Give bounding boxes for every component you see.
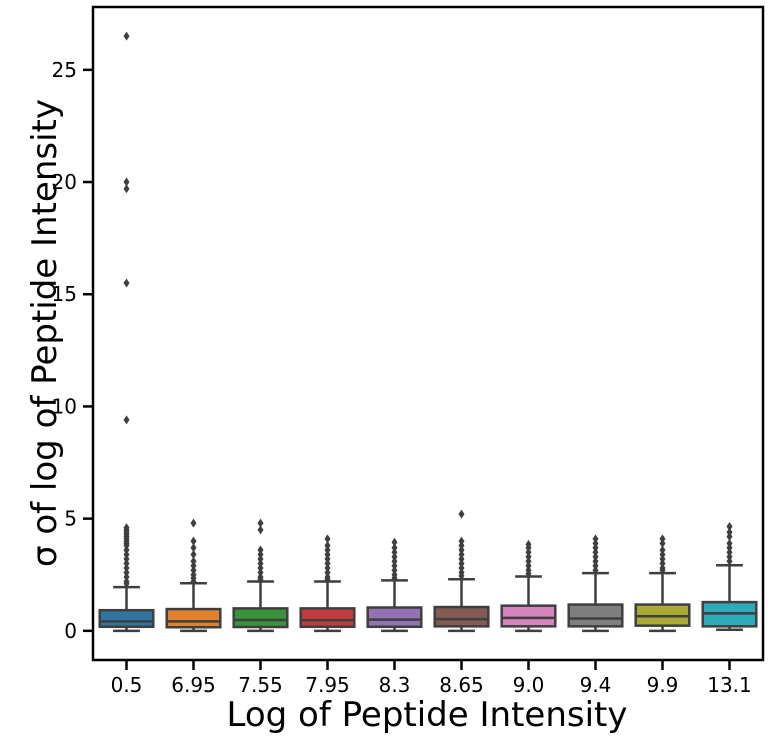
y-tick-label: 15 bbox=[52, 282, 77, 306]
outlier-point bbox=[190, 536, 197, 546]
x-axis-label: Log of Peptide Intensity bbox=[227, 695, 628, 735]
box bbox=[366, 606, 423, 629]
x-tick-label: 13.1 bbox=[707, 673, 752, 697]
y-tick-label: 20 bbox=[52, 170, 77, 194]
box-group-0.5 bbox=[98, 31, 155, 633]
x-tick-label: 9.4 bbox=[580, 673, 612, 697]
plot-marks bbox=[98, 31, 758, 633]
plot-area-frame bbox=[91, 5, 765, 662]
x-tick-label: 9.9 bbox=[647, 673, 679, 697]
box bbox=[433, 605, 490, 628]
box-group-7.95 bbox=[299, 534, 356, 633]
outlier-point bbox=[458, 571, 465, 581]
x-tick-label: 7.55 bbox=[238, 673, 283, 697]
box-group-9.9 bbox=[634, 534, 691, 633]
outlier-point bbox=[123, 184, 130, 194]
outlier-point bbox=[659, 538, 666, 548]
box bbox=[232, 607, 289, 629]
box bbox=[165, 607, 222, 629]
x-tick-label: 8.3 bbox=[379, 673, 411, 697]
outlier-point bbox=[190, 518, 197, 528]
x-tick-label: 0.5 bbox=[111, 673, 143, 697]
outlier-point bbox=[123, 579, 130, 589]
x-tick-label: 6.95 bbox=[171, 673, 216, 697]
outlier-point bbox=[123, 415, 130, 425]
outlier-point bbox=[726, 556, 733, 566]
y-tick-label: 5 bbox=[64, 507, 77, 531]
outlier-point bbox=[123, 177, 130, 187]
outlier-point bbox=[391, 537, 398, 547]
outlier-point bbox=[257, 518, 264, 528]
outlier-point bbox=[123, 278, 130, 288]
y-tick-label: 0 bbox=[64, 619, 77, 643]
outlier-point bbox=[659, 565, 666, 575]
outlier-point bbox=[726, 532, 733, 542]
box bbox=[567, 603, 624, 628]
y-axis-label: σ of log of Peptide Intensity bbox=[25, 99, 65, 567]
outlier-point bbox=[257, 525, 264, 535]
box bbox=[299, 607, 356, 629]
y-axis: 0 5 10 15 20 25 bbox=[52, 58, 93, 643]
outlier-point bbox=[726, 521, 733, 531]
x-axis: 0.5 6.95 7.55 7.95 8.3 8.65 9.0 9.4 9.9 13.1 bbox=[111, 660, 752, 697]
box bbox=[500, 604, 557, 628]
box-group-9.0 bbox=[500, 539, 557, 633]
y-tick-label: 25 bbox=[52, 58, 77, 82]
outlier-point bbox=[190, 543, 197, 553]
box-group-7.55 bbox=[232, 518, 289, 633]
outlier-point bbox=[525, 569, 532, 579]
box-group-13.1 bbox=[701, 521, 758, 631]
box-group-8.3 bbox=[366, 537, 423, 633]
box-group-6.95 bbox=[165, 518, 222, 633]
outlier-point bbox=[190, 550, 197, 560]
x-tick-label: 9.0 bbox=[513, 673, 545, 697]
outlier-point bbox=[123, 31, 130, 41]
box bbox=[98, 608, 155, 629]
outlier-point bbox=[257, 574, 264, 584]
box-group-9.4 bbox=[567, 534, 624, 633]
x-tick-label: 7.95 bbox=[305, 673, 350, 697]
outlier-point bbox=[391, 573, 398, 583]
outlier-point bbox=[592, 565, 599, 575]
y-tick-label: 10 bbox=[52, 394, 77, 418]
outlier-point bbox=[458, 509, 465, 519]
box-group-8.65 bbox=[433, 509, 490, 633]
outlier-point bbox=[324, 534, 331, 544]
x-tick-label: 8.65 bbox=[439, 673, 484, 697]
outlier-point bbox=[324, 574, 331, 584]
outlier-point bbox=[190, 576, 197, 586]
